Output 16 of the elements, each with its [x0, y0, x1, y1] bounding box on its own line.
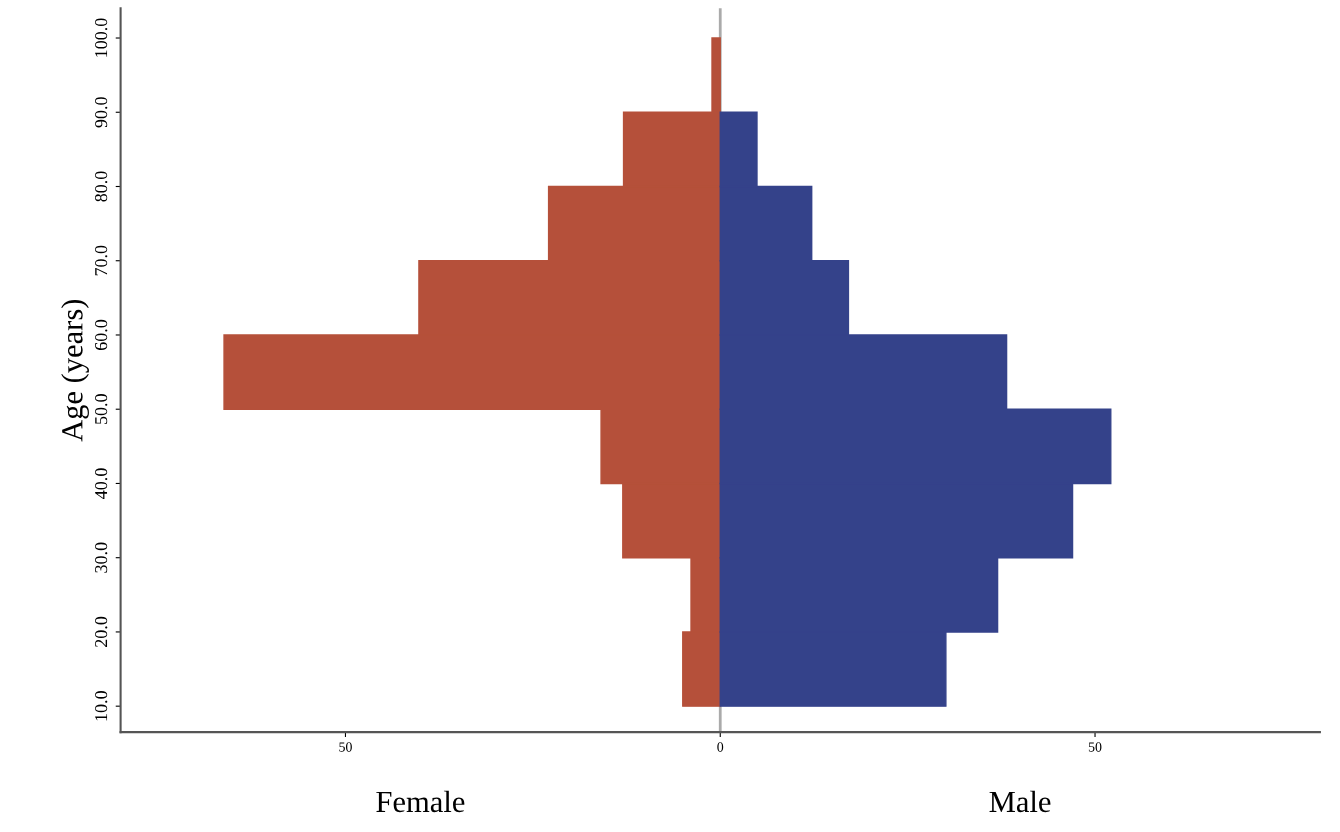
x-tick-label: 50: [1088, 742, 1102, 752]
x-tick-label: 50: [339, 742, 352, 752]
y-tick-label: 20.0: [95, 616, 108, 647]
y-tick-label: 70.0: [95, 245, 108, 276]
y-axis-title: Age (years): [61, 299, 89, 442]
text: Female: [376, 790, 465, 813]
y-tick-label: 30.0: [95, 542, 108, 573]
y-tick-label: 80.0: [95, 171, 108, 202]
y-tick-label: 50.0: [95, 394, 108, 424]
y-tick-label: 10.0: [95, 691, 108, 721]
y-tick-label: 90.0: [95, 97, 108, 128]
y-tick-label: 100.0: [95, 18, 108, 57]
text: Male: [989, 790, 1051, 813]
y-tick-label: 60.0: [95, 319, 108, 350]
x-tick-label: 0: [717, 742, 724, 752]
y-tick-label: 40.0: [95, 468, 108, 499]
